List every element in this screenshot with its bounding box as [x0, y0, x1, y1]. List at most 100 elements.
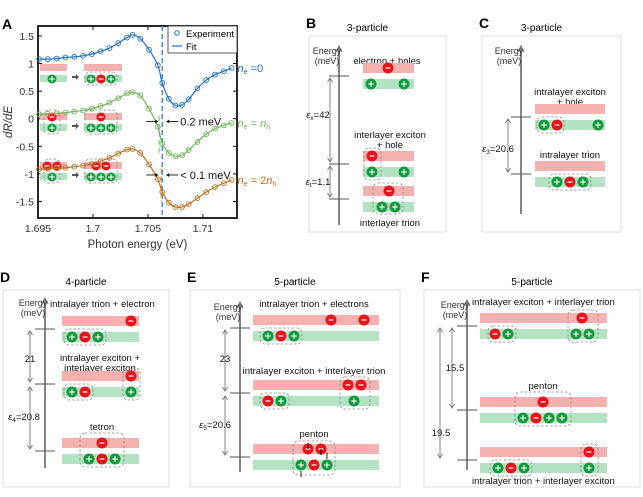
hole-icon — [492, 462, 504, 474]
data-point — [185, 147, 192, 153]
arrow-head — [155, 172, 159, 177]
x-tick-label: 1.71 — [193, 223, 214, 235]
fit-line — [39, 91, 232, 157]
data-point — [53, 165, 60, 172]
y-tick-label: 0 — [28, 114, 34, 126]
legend-marker-experiment — [174, 30, 180, 36]
data-point — [36, 56, 42, 62]
hole-icon — [86, 172, 96, 182]
hole-icon — [288, 330, 300, 342]
level-label: intralayer trion — [540, 150, 600, 161]
data-point — [154, 62, 161, 69]
y-tick-label: 1.5 — [19, 31, 34, 43]
hole-icon — [92, 331, 104, 343]
bound-state-outline — [489, 459, 533, 477]
electron-icon — [551, 119, 563, 131]
panel-title: 5-particle — [511, 277, 553, 288]
series-0: ne =0 — [36, 31, 264, 109]
data-point — [124, 34, 130, 41]
legend-label-fit: Fit — [186, 42, 197, 53]
electron-icon — [342, 379, 354, 391]
data-point — [179, 102, 185, 108]
data-point — [185, 96, 192, 103]
data-point — [80, 52, 86, 59]
legend-label-experiment: Experiment — [186, 29, 234, 40]
energy-axis-unit: (meV) — [443, 310, 468, 320]
panel-c: C 3-particle Energy(meV) intralayer exciton… — [479, 15, 622, 233]
fit-line — [39, 148, 232, 209]
transition-arrow-icon — [72, 74, 79, 80]
data-point — [80, 162, 86, 169]
electron-icon — [79, 331, 91, 343]
energy-axis-unit: (meV) — [315, 56, 340, 66]
gap-label: 21 — [25, 354, 36, 365]
level-label: intralayer exciton + — [60, 353, 140, 364]
hole-icon — [518, 462, 530, 474]
data-point — [45, 56, 51, 62]
data-point — [172, 102, 179, 109]
hole-icon — [376, 201, 388, 213]
hole-icon — [592, 119, 604, 131]
arrow-head-down — [327, 192, 333, 198]
energy-axis-unit: (meV) — [216, 312, 241, 322]
hole-icon — [398, 166, 410, 178]
level-label: intralayer exciton + interlayer trion — [472, 297, 615, 308]
hole-icon — [583, 462, 595, 474]
hole-icon — [321, 459, 333, 471]
data-point — [62, 109, 69, 116]
energy-axis-unit: (meV) — [497, 56, 522, 66]
hole-icon — [86, 123, 96, 133]
electron-icon — [564, 176, 576, 188]
electron-icon — [576, 312, 588, 324]
electron-icon — [96, 453, 108, 465]
valence-band — [480, 463, 607, 473]
bound-state-outline — [548, 173, 592, 191]
bound-state-outline — [567, 309, 599, 343]
level-label: penton — [528, 381, 557, 392]
annotation-text: 0.2 meV — [180, 116, 222, 128]
bound-state-outline — [363, 147, 382, 181]
bound-state-outline — [259, 327, 303, 345]
series-label: ne =0 — [238, 63, 264, 76]
level-label: interlayer exciton — [64, 363, 136, 374]
series-2: ne = 2nh — [36, 146, 276, 210]
bound-state-outline — [63, 383, 94, 401]
legend-box — [167, 25, 238, 54]
electron-icon — [275, 330, 287, 342]
hole-icon — [86, 74, 96, 84]
valence-band — [480, 329, 607, 339]
arrow-head-up — [449, 327, 455, 333]
arrow-head-up — [27, 330, 33, 336]
energy-axis-label: Energy — [19, 298, 48, 308]
valence-band — [363, 167, 414, 177]
bound-state-outline — [292, 440, 336, 476]
electron-icon — [366, 150, 378, 162]
panel-a-insets — [40, 64, 122, 184]
energy-axis-label: Energy — [441, 300, 470, 310]
bound-state-outline — [63, 328, 107, 346]
data-point — [115, 40, 122, 46]
electron-icon — [96, 437, 108, 449]
electron-icon — [583, 446, 595, 458]
data-point — [80, 107, 86, 114]
hole-icon — [556, 412, 568, 424]
data-point — [146, 161, 152, 168]
bound-state-outline — [122, 367, 141, 401]
gap-label: 15.5 — [446, 363, 465, 374]
data-point — [194, 85, 201, 92]
data-point — [137, 150, 144, 156]
level-label: intralayer trion + interlayer exciton — [472, 476, 615, 487]
energy-axis-arrow-icon — [335, 44, 343, 53]
electron-icon — [125, 315, 137, 327]
conduction-band — [253, 380, 379, 390]
level-label: tetron — [90, 422, 114, 433]
data-point — [159, 189, 166, 195]
conduction-band — [40, 64, 67, 71]
hole-icon — [583, 328, 595, 340]
data-point — [115, 150, 122, 157]
arrow-head-up — [437, 327, 443, 333]
y-axis-label: dR/dE — [3, 106, 15, 138]
hole-icon — [275, 395, 287, 407]
conduction-band — [535, 161, 605, 171]
hole-icon — [66, 331, 78, 343]
